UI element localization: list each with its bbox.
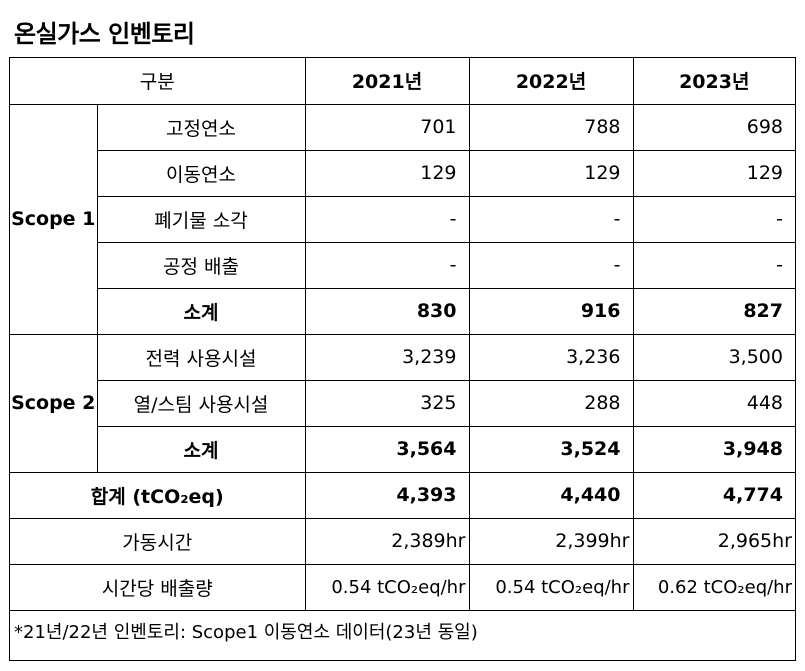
cell-value: - [304, 195, 470, 243]
cell-value: 325 [304, 379, 470, 427]
cell-value: 0.62 tCO₂eq/hr [632, 563, 795, 611]
row-label: 고정연소 [96, 103, 306, 151]
row-label: 폐기물 소각 [97, 195, 306, 243]
subtotal-label: 소계 [97, 425, 306, 473]
cell-value: - [632, 241, 795, 289]
row-label: 공정 배출 [97, 241, 306, 289]
row-label: 가동시간 [10, 517, 306, 565]
header-row: 구분 2021년 2022년 2023년 [10, 58, 795, 105]
cell-value: 2,389hr [304, 517, 470, 565]
scope2-label: Scope 2 [10, 333, 98, 473]
subtotal-row: 소계 830 916 827 [10, 287, 795, 335]
table-row: Scope 1 고정연소 701 788 698 [10, 103, 795, 335]
subtotal-row: 소계 3,564 3,524 3,948 [10, 425, 795, 473]
table-row: 이동연소 129 129 129 [10, 149, 795, 197]
cell-value: 0.54 tCO₂eq/hr [304, 563, 470, 611]
subtotal-label: 소계 [97, 287, 306, 335]
cell-value: 698 [632, 103, 795, 151]
cell-value: 3,239 [304, 333, 470, 381]
header-category: 구분 [10, 58, 306, 105]
total-row: 합계 (tCO₂eq) 4,393 4,440 4,774 [10, 471, 795, 519]
cell-value: 448 [632, 379, 795, 427]
cell-value: 288 [468, 379, 634, 427]
table-row: Scope 2 전력 사용시설 3,239 3,236 3,500 [10, 333, 795, 473]
table-row: 시간당 배출량 0.54 tCO₂eq/hr 0.54 tCO₂eq/hr 0.… [10, 563, 795, 611]
cell-value: 3,500 [632, 333, 795, 381]
cell-value: 701 [304, 103, 470, 151]
total-value: 4,440 [468, 471, 634, 519]
cell-value: 2,965hr [632, 517, 795, 565]
table-row: 공정 배출 - - - [10, 241, 795, 289]
row-label: 열/스팀 사용시설 [97, 379, 306, 427]
subtotal-value: 3,564 [304, 425, 470, 473]
cell-value: - [468, 241, 634, 289]
table-row: 가동시간 2,389hr 2,399hr 2,965hr [10, 517, 795, 565]
header-year-2023: 2023년 [632, 58, 795, 105]
subtotal-value: 830 [304, 287, 470, 335]
cell-value: - [468, 195, 634, 243]
header-year-2022: 2022년 [468, 58, 634, 105]
cell-value: 129 [468, 149, 634, 197]
subtotal-value: 916 [468, 287, 634, 335]
row-label: 이동연소 [97, 149, 306, 197]
cell-value: 3,236 [468, 333, 634, 381]
cell-value: 129 [632, 149, 795, 197]
header-year-2021: 2021년 [304, 58, 470, 105]
cell-value: 129 [304, 149, 470, 197]
cell-value: 788 [468, 103, 634, 151]
total-label: 합계 (tCO₂eq) [10, 471, 306, 519]
cell-value: - [632, 195, 795, 243]
inventory-table-frame: 구분 2021년 2022년 2023년 Scope 1 고정연소 701 78… [9, 57, 796, 661]
cell-value: - [304, 241, 470, 289]
total-value: 4,774 [632, 471, 795, 519]
table-row: 폐기물 소각 - - - [10, 195, 795, 243]
footnote: *21년/22년 인벤토리: Scope1 이동연소 데이터(23년 동일) [14, 622, 478, 643]
subtotal-value: 3,948 [632, 425, 795, 473]
subtotal-value: 827 [632, 287, 795, 335]
row-label: 전력 사용시설 [96, 333, 306, 381]
cell-value: 0.54 tCO₂eq/hr [468, 563, 634, 611]
total-value: 4,393 [304, 471, 470, 519]
scope1-label: Scope 1 [10, 103, 98, 335]
cell-value: 2,399hr [468, 517, 634, 565]
inventory-table: 구분 2021년 2022년 2023년 Scope 1 고정연소 701 78… [10, 58, 795, 611]
row-label: 시간당 배출량 [10, 563, 306, 611]
page-title: 온실가스 인벤토리 [14, 20, 195, 48]
table-row: 열/스팀 사용시설 325 288 448 [10, 379, 795, 427]
subtotal-value: 3,524 [468, 425, 634, 473]
